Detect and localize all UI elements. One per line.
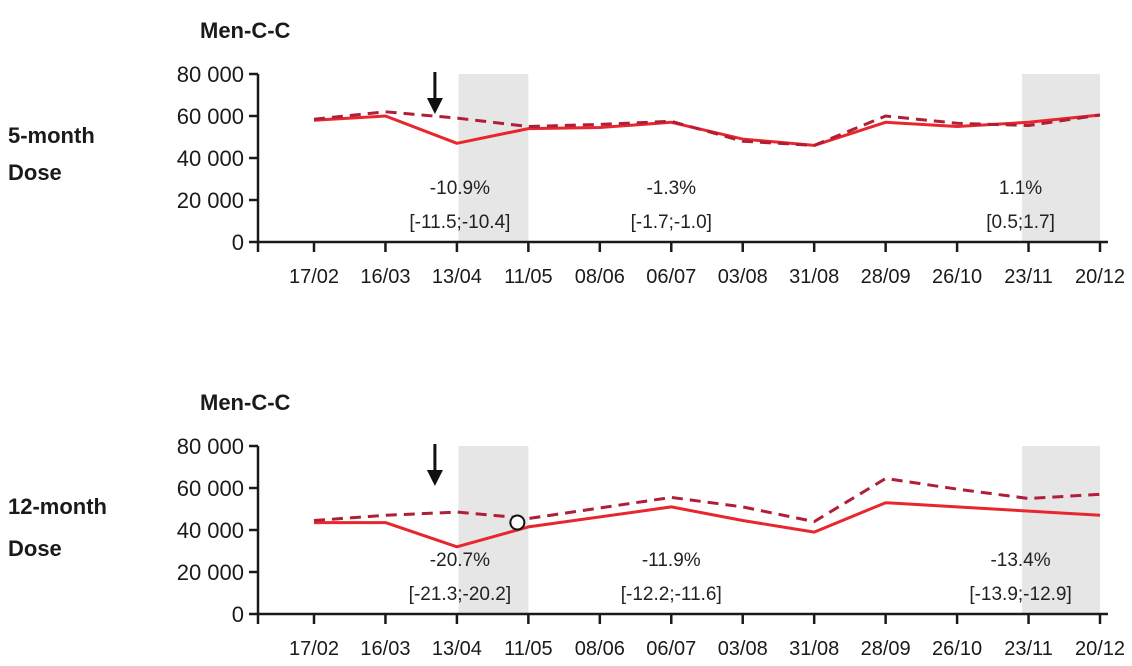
panel-2-marker-circle <box>509 514 526 531</box>
panel-2-arrow-head <box>426 470 443 486</box>
panel-2-x-tick-label-5: 06/07 <box>646 638 696 660</box>
panel-1-y-tick-label-2: 40 000 <box>177 146 244 171</box>
panel-1-x-tick-label-2: 13/04 <box>432 266 482 288</box>
panel-1-x-tick-label-4: 08/06 <box>575 266 625 288</box>
panel-2-y-tick-label-2: 40 000 <box>177 518 244 543</box>
panel-1-title: Men-C-C <box>200 18 291 43</box>
panel-1-arrow-head <box>426 98 443 114</box>
panel-1-x-tick-label-1: 16/03 <box>360 266 410 288</box>
panel-1-series-solid-line <box>313 113 1101 147</box>
panel-1-y-tick-label-4: 80 000 <box>177 62 244 87</box>
panel-2-x-tick-label-6: 03/08 <box>718 638 768 660</box>
panel-2-annotation-ci-3: [-13.9;-12.9] <box>969 584 1071 605</box>
panel-1-row-label-line2: Dose <box>8 160 62 185</box>
panel-2-series-solid-line <box>314 501 1101 549</box>
panel-2-x-tick-label-10: 23/11 <box>1004 638 1053 660</box>
panel-2-x-tick-label-0: 17/02 <box>289 638 339 660</box>
panel-1-x-tick-label-3: 11/05 <box>504 266 553 288</box>
panel-1-x-tick-label-7: 31/08 <box>789 266 839 288</box>
panel-1-annotation-pct-2: -1.3% <box>646 178 696 199</box>
panel-2-y-tick-label-3: 60 000 <box>177 476 244 501</box>
panel-2-y-tick-label-1: 20 000 <box>177 560 244 585</box>
panel-1-annotation-ci-3: [0.5;1.7] <box>986 212 1055 233</box>
panel-1-x-tick-label-6: 03/08 <box>718 266 768 288</box>
panel-1-y-tick-label-0: 0 <box>232 230 244 255</box>
panel-1-x-tick-label-8: 28/09 <box>861 266 911 288</box>
panel-1-row-label-line1: 5-month <box>8 123 95 148</box>
panel-2-y-tick-label-0: 0 <box>232 602 244 627</box>
panel-1-series-dashed-line <box>313 110 1101 147</box>
panel-2-x-tick-label-1: 16/03 <box>360 638 410 660</box>
panel-2-series-dashed-line <box>313 477 1101 524</box>
panel-1-x-tick-label-5: 06/07 <box>646 266 696 288</box>
panel-2-shaded-period-2 <box>1022 446 1100 614</box>
panel-1-x-tick-label-11: 20/12 <box>1075 266 1125 288</box>
panel-1-x-tick-label-0: 17/02 <box>289 266 339 288</box>
panel-1-annotation-ci-2: [-1.7;-1.0] <box>631 212 712 233</box>
panel-2-annotation-ci-1: [-21.3;-20.2] <box>409 584 511 605</box>
panel-1-y-tick-label-3: 60 000 <box>177 104 244 129</box>
panel-2-x-tick-label-2: 13/04 <box>432 638 482 660</box>
panel-1-x-tick-label-9: 26/10 <box>932 266 982 288</box>
panel-2-row-label-line2: Dose <box>8 536 62 561</box>
panel-1-x-tick-label-10: 23/11 <box>1004 266 1053 288</box>
panel-2-annotation-pct-3: -13.4% <box>990 550 1050 571</box>
panel-2-y-tick-label-4: 80 000 <box>177 434 244 459</box>
panel-2-annotation-ci-2: [-12.2;-11.6] <box>621 584 722 605</box>
panel-1-annotation-pct-3: 1.1% <box>999 178 1042 199</box>
panel-2-row-label-line1: 12-month <box>8 494 107 519</box>
panel-1-shaded-period-2 <box>1022 74 1100 242</box>
panel-2-x-tick-label-3: 11/05 <box>504 638 553 660</box>
panel-2-x-tick-label-8: 28/09 <box>861 638 911 660</box>
panel-1-annotation-ci-1: [-11.5;-10.4] <box>409 212 510 233</box>
panel-2-x-tick-label-11: 20/12 <box>1075 638 1125 660</box>
panel-2-annotation-pct-1: -20.7% <box>430 550 490 571</box>
panel-1-shaded-period-1 <box>458 74 529 242</box>
panel-2-x-tick-label-4: 08/06 <box>575 638 625 660</box>
panel-2-title: Men-C-C <box>200 390 291 415</box>
panel-1-annotation-pct-1: -10.9% <box>430 178 490 199</box>
panel-2-x-tick-label-7: 31/08 <box>789 638 839 660</box>
panel-2-annotation-pct-2: -11.9% <box>642 550 701 571</box>
panel-1-y-tick-label-1: 20 000 <box>177 188 244 213</box>
panel-2-x-tick-label-9: 26/10 <box>932 638 982 660</box>
